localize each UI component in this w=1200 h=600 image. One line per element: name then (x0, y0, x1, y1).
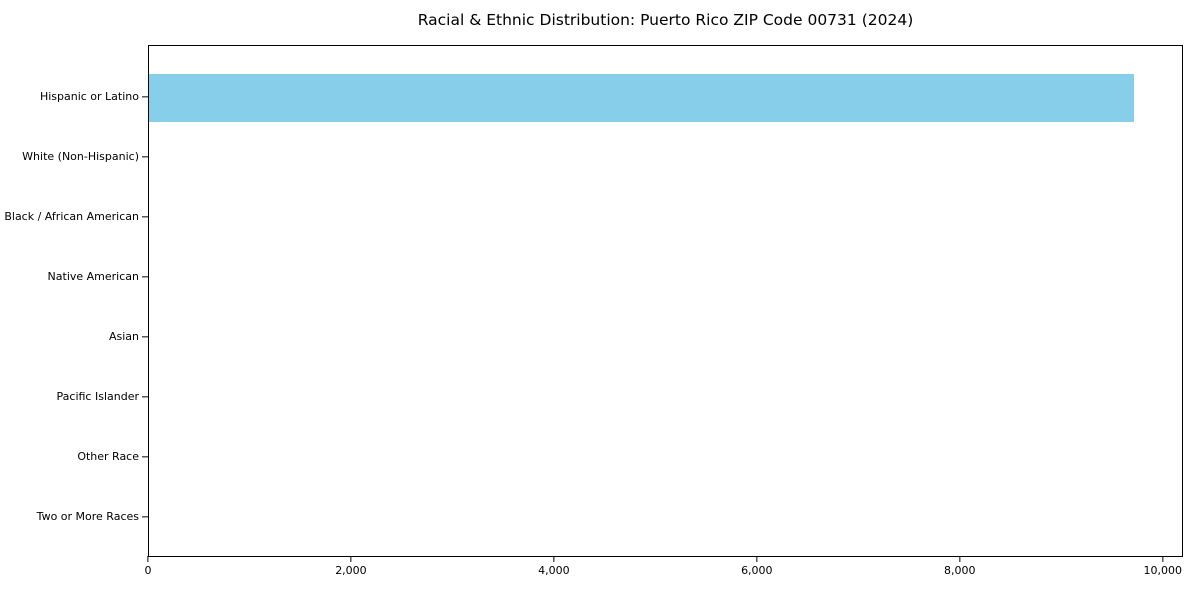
y-tick-label: Other Race (77, 450, 139, 463)
x-tick-label: 0 (144, 564, 152, 577)
bar-row (149, 428, 1182, 488)
bar-row (149, 188, 1182, 248)
x-tick-mark (147, 556, 149, 562)
y-tick-label: Hispanic or Latino (39, 90, 139, 103)
y-tick-mark (142, 96, 148, 98)
y-tick-label: Native American (47, 270, 139, 283)
chart-title: Racial & Ethnic Distribution: Puerto Ric… (417, 11, 914, 29)
y-tick-label: White (Non-Hispanic) (22, 150, 139, 163)
bar-row (149, 248, 1182, 308)
y-tick-label: Asian (108, 330, 139, 343)
plot-area (148, 45, 1183, 557)
y-tick-mark (142, 516, 148, 518)
y-tick-mark (142, 276, 148, 278)
y-tick-mark (142, 156, 148, 158)
bar-row (149, 488, 1182, 548)
bar-row (149, 68, 1182, 128)
x-tick-label: 8,000 (944, 564, 976, 577)
x-tick-label: 10,000 (1143, 564, 1182, 577)
x-tick-mark (1162, 556, 1164, 562)
y-tick-label: Pacific Islander (56, 390, 139, 403)
x-tick-label: 2,000 (335, 564, 367, 577)
y-tick-mark (142, 336, 148, 338)
x-tick-mark (553, 556, 555, 562)
x-tick-mark (959, 556, 961, 562)
bar-row (149, 368, 1182, 428)
bar-row (149, 308, 1182, 368)
bar-hispanic-or-latino (149, 74, 1135, 122)
y-tick-label: Two or More Races (36, 510, 139, 523)
x-tick-label: 6,000 (741, 564, 773, 577)
x-tick-label: 4,000 (538, 564, 570, 577)
bar-row (149, 128, 1182, 188)
y-tick-mark (142, 396, 148, 398)
x-tick-mark (756, 556, 758, 562)
bars-container (149, 46, 1182, 556)
y-tick-mark (142, 216, 148, 218)
x-tick-mark (350, 556, 352, 562)
y-tick-label: Black / African American (4, 210, 139, 223)
y-tick-mark (142, 456, 148, 458)
